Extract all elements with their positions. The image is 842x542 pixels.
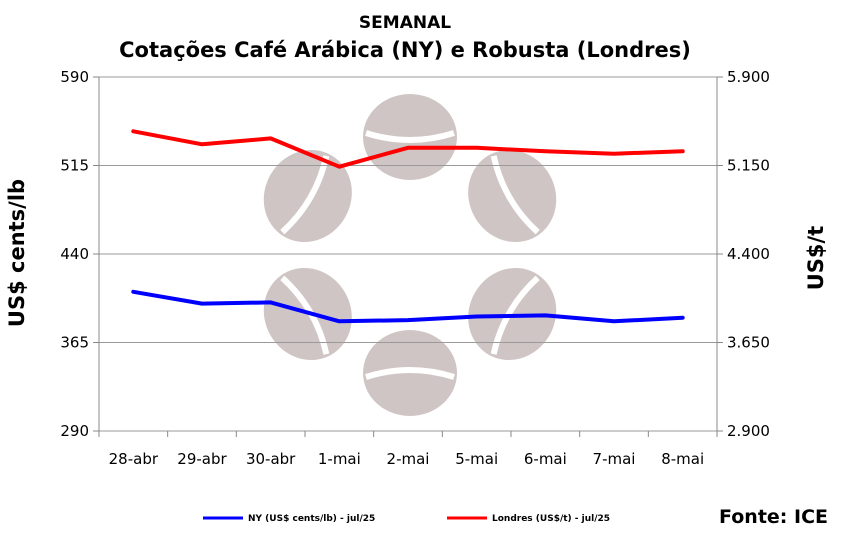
coffee-bean-split [280,155,330,235]
x-tick-label: 2-mai [387,450,430,468]
x-tick-label: 28-abr [109,450,159,468]
y-tick-right-label: 3.650 [727,334,770,352]
chart-title: SEMANAL [359,13,451,33]
y-axis-left-label: US$ cents/lb [5,179,29,327]
x-tick-label: 1-mai [318,450,361,468]
legend: NY (US$ cents/lb) - jul/25 Londres (US$/… [203,514,610,524]
x-tick-label: 8-mai [661,450,704,468]
series-line-londres [131,129,685,169]
legend-label-londres: Londres (US$/t) - jul/25 [492,514,610,524]
x-tick-label: 29-abr [177,450,227,468]
axes [98,77,718,431]
y-tick-left-label: 590 [60,68,89,86]
coffee-bean-icon [263,149,352,243]
grid-lines [93,76,723,432]
coffee-bean-icon [363,330,457,416]
x-axis-ticks: 28-abr 29-abr 30-abr 1-mai 2-mai 5-mai 6-mai 7-… [98,431,718,468]
x-tick-label: 6-mai [524,450,567,468]
y-tick-right-label: 5.900 [727,68,770,86]
y-tick-right-label: 4.400 [727,245,770,263]
coffee-bean-split [365,367,455,380]
series-lines [131,129,685,324]
y-axis-right-ticks: 2.900 3.650 4.400 5.150 5.900 [727,68,770,440]
source-note: Fonte: ICE [719,506,828,528]
coffee-bean-split [490,155,540,235]
legend-label-ny: NY (US$ cents/lb) - jul/25 [248,514,375,524]
y-tick-left-label: 515 [60,157,89,175]
y-tick-left-label: 290 [60,422,89,440]
y-tick-left-label: 365 [60,334,89,352]
x-tick-label: 5-mai [455,450,498,468]
x-tick-label: 30-abr [246,450,296,468]
coffee-bean-split [490,275,540,355]
y-tick-right-label: 2.900 [727,422,770,440]
coffee-bean-icon [468,149,557,243]
x-tick-label: 7-mai [593,450,636,468]
coffee-bean-icon [363,94,457,180]
y-axis-right-label: US$/t [804,226,828,291]
y-tick-left-label: 440 [60,245,89,263]
series-line-ny [131,289,685,324]
chart-subtitle: Cotações Café Arábica (NY) e Robusta (Lo… [119,38,691,62]
coffee-beans-watermark [263,94,557,416]
y-axis-left-ticks: 290 365 440 515 590 [60,68,89,440]
coffee-bean-split [365,130,455,143]
y-tick-right-label: 5.150 [727,157,770,175]
